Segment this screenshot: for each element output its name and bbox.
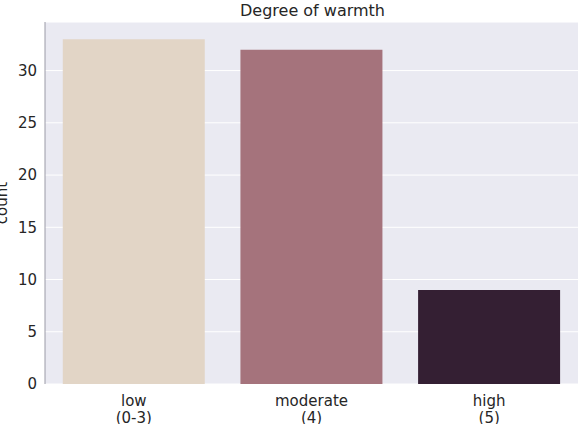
svg-text:count: count (8, 182, 11, 224)
svg-text:15: 15 (18, 219, 37, 237)
svg-text:moderate(4): moderate(4) (275, 392, 348, 424)
svg-text:10: 10 (18, 271, 37, 289)
svg-text:low(0-3): low(0-3) (116, 392, 152, 424)
svg-text:5: 5 (27, 323, 37, 341)
html-text:Degree of warmth: Degree of warmth (240, 1, 385, 20)
svg-text:high(5): high(5) (473, 392, 506, 424)
svg-text:0: 0 (27, 375, 37, 393)
svg-text:30: 30 (18, 62, 37, 80)
svg-text:25: 25 (18, 114, 37, 132)
svg-text:20: 20 (18, 166, 37, 184)
